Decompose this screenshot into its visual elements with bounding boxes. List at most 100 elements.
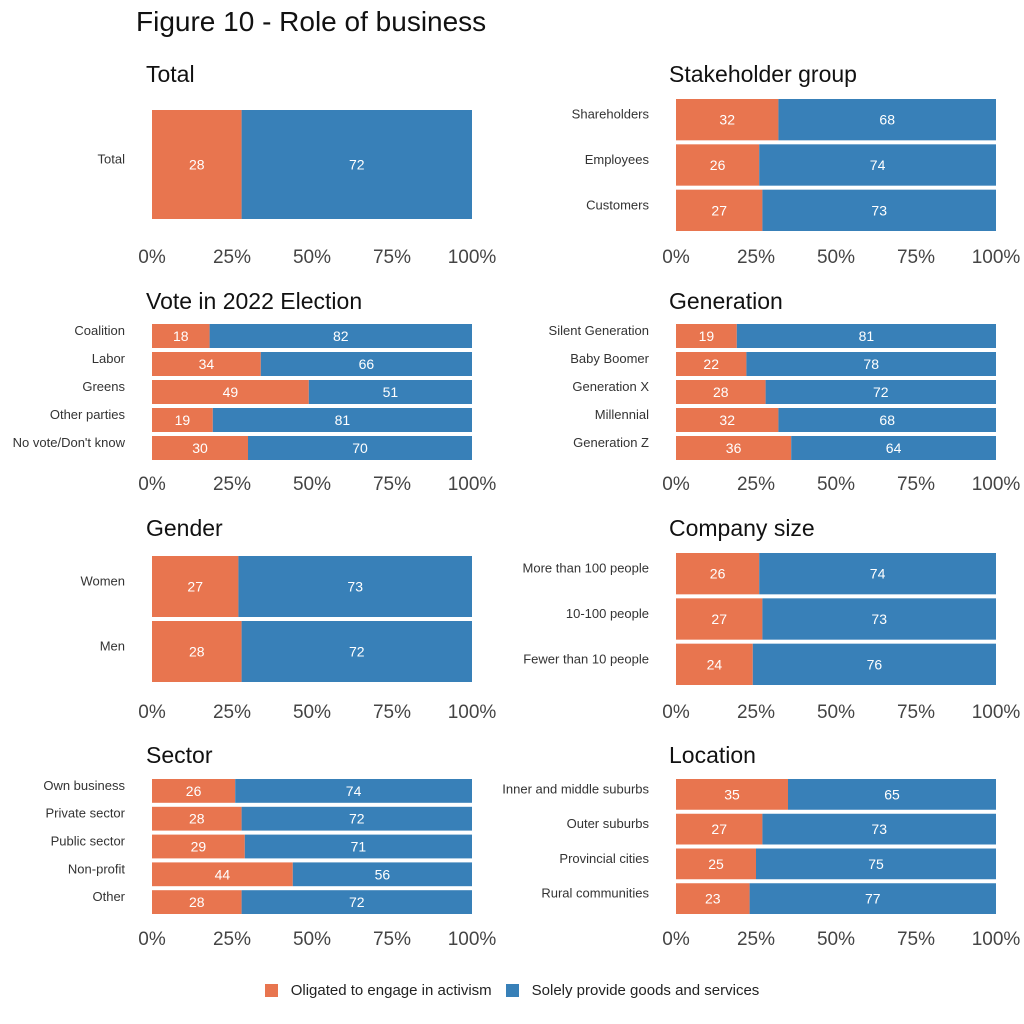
- bar-sector-public-sector-s0: [152, 834, 245, 859]
- data-label-sector-non-profit-s0: 44: [215, 866, 231, 882]
- data-label-location-provincial-cities-s1: 75: [868, 856, 884, 872]
- legend-item-activism: Oligated to engage in activism: [264, 982, 492, 999]
- category-label-other-parties: Other parties: [50, 407, 126, 422]
- bar-stakeholder-group-customers-s0: [676, 189, 763, 231]
- category-label-more-than-100-people: More than 100 people: [523, 561, 649, 576]
- tick-label-location-3: 75%: [897, 929, 935, 950]
- tick-label-vote-in-2022-election-0: 0%: [138, 474, 166, 495]
- category-label-fewer-than-10-people: Fewer than 10 people: [523, 651, 649, 666]
- category-label-millennial: Millennial: [595, 407, 649, 422]
- data-label-stakeholder-group-customers-s1: 73: [871, 202, 887, 218]
- data-label-stakeholder-group-shareholders-s0: 32: [719, 112, 735, 128]
- data-label-stakeholder-group-employees-s1: 74: [870, 157, 886, 173]
- tick-label-gender-2: 50%: [293, 702, 331, 723]
- tick-label-gender-3: 75%: [373, 702, 411, 723]
- bar-sector-private-sector-s1: [241, 806, 472, 831]
- bar-generation-silent-generation-s1: [736, 324, 996, 348]
- bar-stakeholder-group-employees-s1: [759, 144, 996, 186]
- tick-label-stakeholder-group-4: 100%: [972, 247, 1021, 268]
- category-label-outer-suburbs: Outer suburbs: [567, 816, 650, 831]
- category-label-employees: Employees: [585, 152, 650, 167]
- data-label-sector-private-sector-s1: 72: [349, 811, 365, 827]
- bar-location-inner-and-middle-suburbs-s0: [676, 779, 788, 810]
- tick-label-vote-in-2022-election-2: 50%: [293, 474, 331, 495]
- bar-generation-generation-x-s0: [676, 380, 766, 404]
- panel-title-sector: Sector: [146, 742, 213, 768]
- tick-label-location-1: 25%: [737, 929, 775, 950]
- tick-label-stakeholder-group-2: 50%: [817, 247, 855, 268]
- data-label-vote-in-2022-election-greens-s1: 51: [383, 384, 399, 400]
- tick-label-company-size-4: 100%: [972, 702, 1021, 723]
- data-label-location-inner-and-middle-suburbs-s1: 65: [884, 786, 900, 802]
- category-label-own-business: Own business: [43, 778, 125, 793]
- tick-label-generation-0: 0%: [662, 474, 690, 495]
- category-label-women: Women: [80, 574, 125, 589]
- category-label-public-sector: Public sector: [51, 834, 126, 849]
- tick-label-stakeholder-group-0: 0%: [662, 247, 690, 268]
- bar-location-outer-suburbs-s0: [676, 813, 763, 845]
- data-label-location-outer-suburbs-s0: 27: [711, 821, 727, 837]
- panel-title-gender: Gender: [146, 515, 223, 541]
- category-label-private-sector: Private sector: [46, 806, 126, 821]
- data-label-generation-millennial-s1: 68: [879, 412, 895, 428]
- bar-gender-men-s1: [241, 621, 472, 682]
- tick-label-total-2: 50%: [293, 247, 331, 268]
- data-label-vote-in-2022-election-coalition-s0: 18: [173, 328, 189, 344]
- tick-label-company-size-2: 50%: [817, 702, 855, 723]
- bar-sector-non-profit-s0: [152, 862, 293, 887]
- legend-swatch-goods-services: [505, 984, 519, 997]
- data-label-generation-generation-x-s0: 28: [713, 384, 729, 400]
- data-label-sector-private-sector-s0: 28: [189, 811, 205, 827]
- data-label-company-size-10-100-people-s1: 73: [871, 611, 887, 627]
- data-label-vote-in-2022-election-coalition-s1: 82: [333, 328, 349, 344]
- legend-label-activism: Oligated to engage in activism: [290, 982, 492, 999]
- tick-label-company-size-1: 25%: [737, 702, 775, 723]
- bar-vote-in-2022-election-coalition-s1: [209, 324, 472, 348]
- bar-location-provincial-cities-s1: [756, 848, 996, 880]
- bar-vote-in-2022-election-no-vote-don-t-know-s1: [248, 436, 472, 460]
- tick-label-generation-4: 100%: [972, 474, 1021, 495]
- bar-vote-in-2022-election-greens-s0: [152, 380, 309, 404]
- tick-label-generation-1: 25%: [737, 474, 775, 495]
- bar-generation-silent-generation-s0: [676, 324, 737, 348]
- tick-label-location-4: 100%: [972, 929, 1021, 950]
- category-label-generation-x: Generation X: [572, 379, 649, 394]
- bar-generation-baby-boomer-s1: [746, 352, 996, 376]
- bar-vote-in-2022-election-greens-s1: [308, 380, 472, 404]
- data-label-location-provincial-cities-s0: 25: [708, 856, 724, 872]
- data-label-generation-generation-z-s1: 64: [886, 440, 902, 456]
- bar-generation-millennial-s1: [778, 408, 996, 432]
- data-label-company-size-fewer-than-10-people-s1: 76: [867, 656, 883, 672]
- data-label-stakeholder-group-shareholders-s1: 68: [879, 112, 895, 128]
- bar-generation-generation-z-s0: [676, 436, 792, 460]
- category-label-generation-z: Generation Z: [573, 435, 649, 450]
- bar-company-size-10-100-people-s0: [676, 598, 763, 640]
- category-label-rural-communities: Rural communities: [541, 886, 649, 901]
- data-label-stakeholder-group-customers-s0: 27: [711, 202, 727, 218]
- bar-company-size-more-than-100-people-s1: [759, 553, 996, 595]
- data-label-vote-in-2022-election-other-parties-s0: 19: [175, 412, 191, 428]
- panel-title-generation: Generation: [669, 288, 783, 314]
- data-label-gender-men-s1: 72: [349, 644, 365, 660]
- tick-label-sector-3: 75%: [373, 929, 411, 950]
- legend-swatch-activism: [264, 984, 278, 997]
- legend: Oligated to engage in activism Solely pr…: [0, 982, 1024, 999]
- data-label-sector-other-s0: 28: [189, 894, 205, 910]
- data-label-gender-men-s0: 28: [189, 644, 205, 660]
- tick-label-gender-1: 25%: [213, 702, 251, 723]
- category-label-inner-and-middle-suburbs: Inner and middle suburbs: [502, 781, 649, 796]
- data-label-total-total-s0: 28: [189, 157, 205, 173]
- legend-label-goods-services: Solely provide goods and services: [531, 982, 760, 999]
- bar-company-size-fewer-than-10-people-s0: [676, 643, 753, 685]
- data-label-generation-generation-z-s0: 36: [726, 440, 742, 456]
- panel-title-stakeholder-group: Stakeholder group: [669, 61, 857, 87]
- tick-label-vote-in-2022-election-4: 100%: [448, 474, 497, 495]
- tick-label-stakeholder-group-1: 25%: [737, 247, 775, 268]
- bar-vote-in-2022-election-other-parties-s0: [152, 408, 213, 432]
- bar-vote-in-2022-election-coalition-s0: [152, 324, 210, 348]
- bar-stakeholder-group-employees-s0: [676, 144, 760, 186]
- bar-gender-men-s0: [152, 621, 242, 682]
- data-label-vote-in-2022-election-labor-s1: 66: [359, 356, 375, 372]
- data-label-vote-in-2022-election-greens-s0: 49: [223, 384, 239, 400]
- category-label-no-vote-don-t-know: No vote/Don't know: [13, 435, 126, 450]
